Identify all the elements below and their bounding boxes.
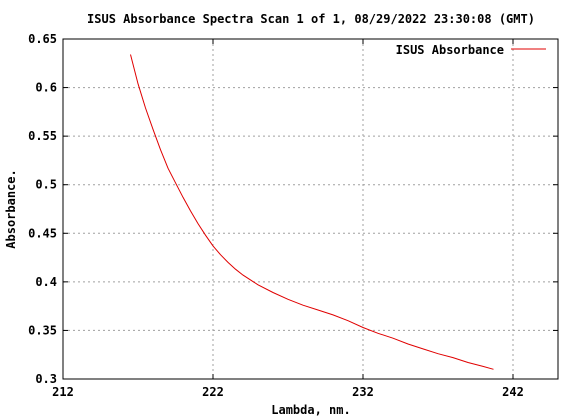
plot-frame bbox=[62, 38, 559, 380]
y-tick-label: 0.55 bbox=[28, 129, 57, 143]
x-axis: 212 222 232 242 bbox=[52, 39, 524, 399]
y-tick-label: 0.65 bbox=[28, 32, 57, 46]
series-line bbox=[130, 54, 494, 370]
legend-label: ISUS Absorbance bbox=[396, 43, 504, 57]
x-tick-label: 242 bbox=[502, 385, 524, 399]
y-axis-label: Absorbance. bbox=[4, 169, 18, 248]
y-tick-label: 0.35 bbox=[28, 323, 57, 337]
chart-title: ISUS Absorbance Spectra Scan 1 of 1, 08/… bbox=[87, 12, 535, 26]
legend: ISUS Absorbance bbox=[396, 43, 546, 57]
y-tick-label: 0.6 bbox=[35, 81, 57, 95]
y-axis: 0.3 0.35 0.4 0.45 0.5 0.55 0.6 0.65 bbox=[28, 32, 558, 386]
y-tick-label: 0.3 bbox=[35, 372, 57, 386]
y-tick-label: 0.45 bbox=[28, 226, 57, 240]
x-tick-label: 232 bbox=[352, 385, 374, 399]
y-tick-label: 0.5 bbox=[35, 178, 57, 192]
x-axis-label: Lambda, nm. bbox=[271, 403, 350, 417]
x-tick-label: 212 bbox=[52, 385, 74, 399]
x-tick-label: 222 bbox=[202, 385, 224, 399]
y-tick-label: 0.4 bbox=[35, 275, 57, 289]
grid bbox=[63, 39, 558, 379]
